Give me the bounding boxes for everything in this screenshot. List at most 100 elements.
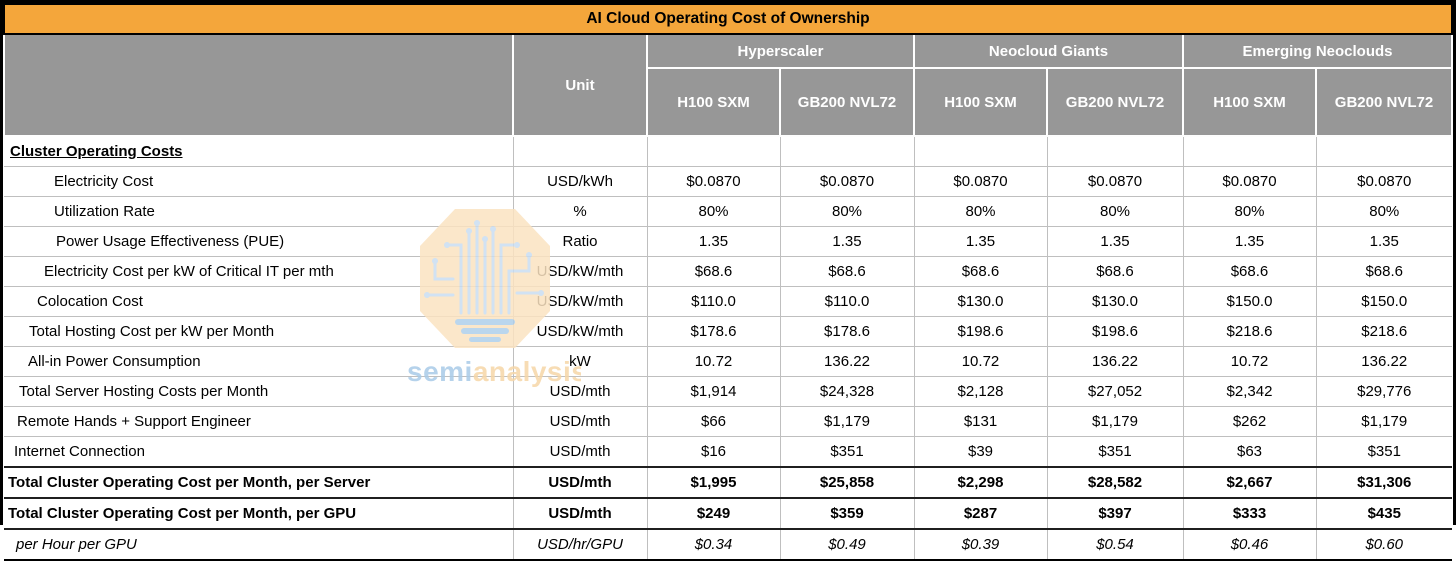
unit-cell: USD/hr/GPU [512,528,648,561]
table-header: AI Cloud Operating Cost of Ownership Uni… [3,3,1453,137]
row-label-header [3,33,514,137]
unit-cell [512,135,648,167]
value-cell [779,135,915,167]
value-cell: $68.6 [1315,256,1452,287]
value-cell: $130.0 [913,286,1048,317]
row-label: Electricity Cost [4,166,514,197]
value-cell: $110.0 [779,286,915,317]
column-header-neocloud-h100: H100 SXM [913,67,1048,137]
unit-cell: USD/kWh [512,166,648,197]
value-cell: 10.72 [913,346,1048,377]
value-cell: $31,306 [1315,466,1452,499]
value-cell: $198.6 [913,316,1048,347]
value-cell: 1.35 [1315,226,1452,257]
table-row: per Hour per GPU USD/hr/GPU $0.34 $0.49 $0.3… [4,528,1452,561]
value-cell: $198.6 [1046,316,1184,347]
unit-cell: USD/mth [512,406,648,437]
value-cell: $178.6 [646,316,781,347]
row-label: Power Usage Effectiveness (PUE) [4,226,514,257]
value-cell [646,135,781,167]
value-cell: 80% [779,196,915,227]
value-cell: $27,052 [1046,376,1184,407]
unit-cell: kW [512,346,648,377]
unit-cell: USD/kW/mth [512,286,648,317]
value-cell [913,135,1048,167]
value-cell: 10.72 [646,346,781,377]
value-cell: 80% [1182,196,1317,227]
table-row: Internet Connection USD/mth $16 $351 $39 $351… [4,436,1452,468]
column-header-hyperscaler-h100: H100 SXM [646,67,781,137]
column-group-neocloud-giants: Neocloud Giants [913,33,1184,69]
value-cell [1182,135,1317,167]
row-label: Internet Connection [4,436,514,468]
value-cell: 136.22 [1046,346,1184,377]
value-cell: $131 [913,406,1048,437]
value-cell: $150.0 [1182,286,1317,317]
value-cell: $39 [913,436,1048,468]
value-cell: $0.54 [1046,528,1184,561]
table-row: Utilization Rate% 80% 80% 80% 80% 80% 80% [4,196,1452,227]
value-cell: $2,667 [1182,466,1317,499]
value-cell: $1,914 [646,376,781,407]
value-cell: $435 [1315,497,1452,530]
value-cell: $1,179 [779,406,915,437]
value-cell: $150.0 [1315,286,1452,317]
value-cell: $1,995 [646,466,781,499]
table-row: Total Cluster Operating Cost per Month, … [4,497,1452,530]
row-label: Remote Hands + Support Engineer [4,406,514,437]
unit-cell: USD/kW/mth [512,316,648,347]
value-cell: $24,328 [779,376,915,407]
table-row: All-in Power Consumption kW 10.72 136.22 10.… [4,346,1452,377]
table-title: AI Cloud Operating Cost of Ownership [3,3,1453,35]
value-cell: $25,858 [779,466,915,499]
unit-cell: USD/mth [512,376,648,407]
value-cell: $0.0870 [913,166,1048,197]
value-cell: 80% [646,196,781,227]
value-cell: $351 [779,436,915,468]
row-label: per Hour per GPU [4,528,514,561]
table-row: Electricity Cost USD/kWh $0.0870 $0.0870 $0.… [4,166,1452,197]
value-cell: $0.0870 [1046,166,1184,197]
value-cell: $0.46 [1182,528,1317,561]
column-group-hyperscaler: Hyperscaler [646,33,915,69]
column-header-neocloud-gb200: GB200 NVL72 [1046,67,1184,137]
value-cell: $397 [1046,497,1184,530]
value-cell: $1,179 [1046,406,1184,437]
value-cell: $16 [646,436,781,468]
table-row: Power Usage Effectiveness (PUE) Ratio 1.35… [4,226,1452,257]
value-cell: $68.6 [646,256,781,287]
value-cell: $68.6 [913,256,1048,287]
row-label: Total Hosting Cost per kW per Month [4,316,514,347]
value-cell: 136.22 [1315,346,1452,377]
value-cell: $0.39 [913,528,1048,561]
unit-cell: USD/mth [512,497,648,530]
value-cell: $68.6 [1182,256,1317,287]
value-cell: $130.0 [1046,286,1184,317]
column-header-hyperscaler-gb200: GB200 NVL72 [779,67,915,137]
value-cell: $249 [646,497,781,530]
value-cell: $0.34 [646,528,781,561]
table-row: Total Cluster Operating Cost per Month, … [4,466,1452,499]
value-cell: $0.0870 [1315,166,1452,197]
value-cell: $0.60 [1315,528,1452,561]
value-cell: $262 [1182,406,1317,437]
value-cell: $2,298 [913,466,1048,499]
table-row: Electricity Cost per kW of Critical IT p… [4,256,1452,287]
value-cell: $0.0870 [1182,166,1317,197]
table-row: Remote Hands + Support Engineer USD/mth $6… [4,406,1452,437]
value-cell: $333 [1182,497,1317,530]
value-cell: $0.0870 [779,166,915,197]
row-label: Utilization Rate [4,196,514,227]
table-row: Total Server Hosting Costs per Month USD/… [4,376,1452,407]
value-cell: $351 [1315,436,1452,468]
value-cell: 1.35 [913,226,1048,257]
unit-cell: % [512,196,648,227]
value-cell: $63 [1182,436,1317,468]
value-cell: 1.35 [779,226,915,257]
column-header-emerging-gb200: GB200 NVL72 [1315,67,1453,137]
value-cell: $0.49 [779,528,915,561]
value-cell: $1,179 [1315,406,1452,437]
value-cell: $28,582 [1046,466,1184,499]
value-cell: $2,128 [913,376,1048,407]
